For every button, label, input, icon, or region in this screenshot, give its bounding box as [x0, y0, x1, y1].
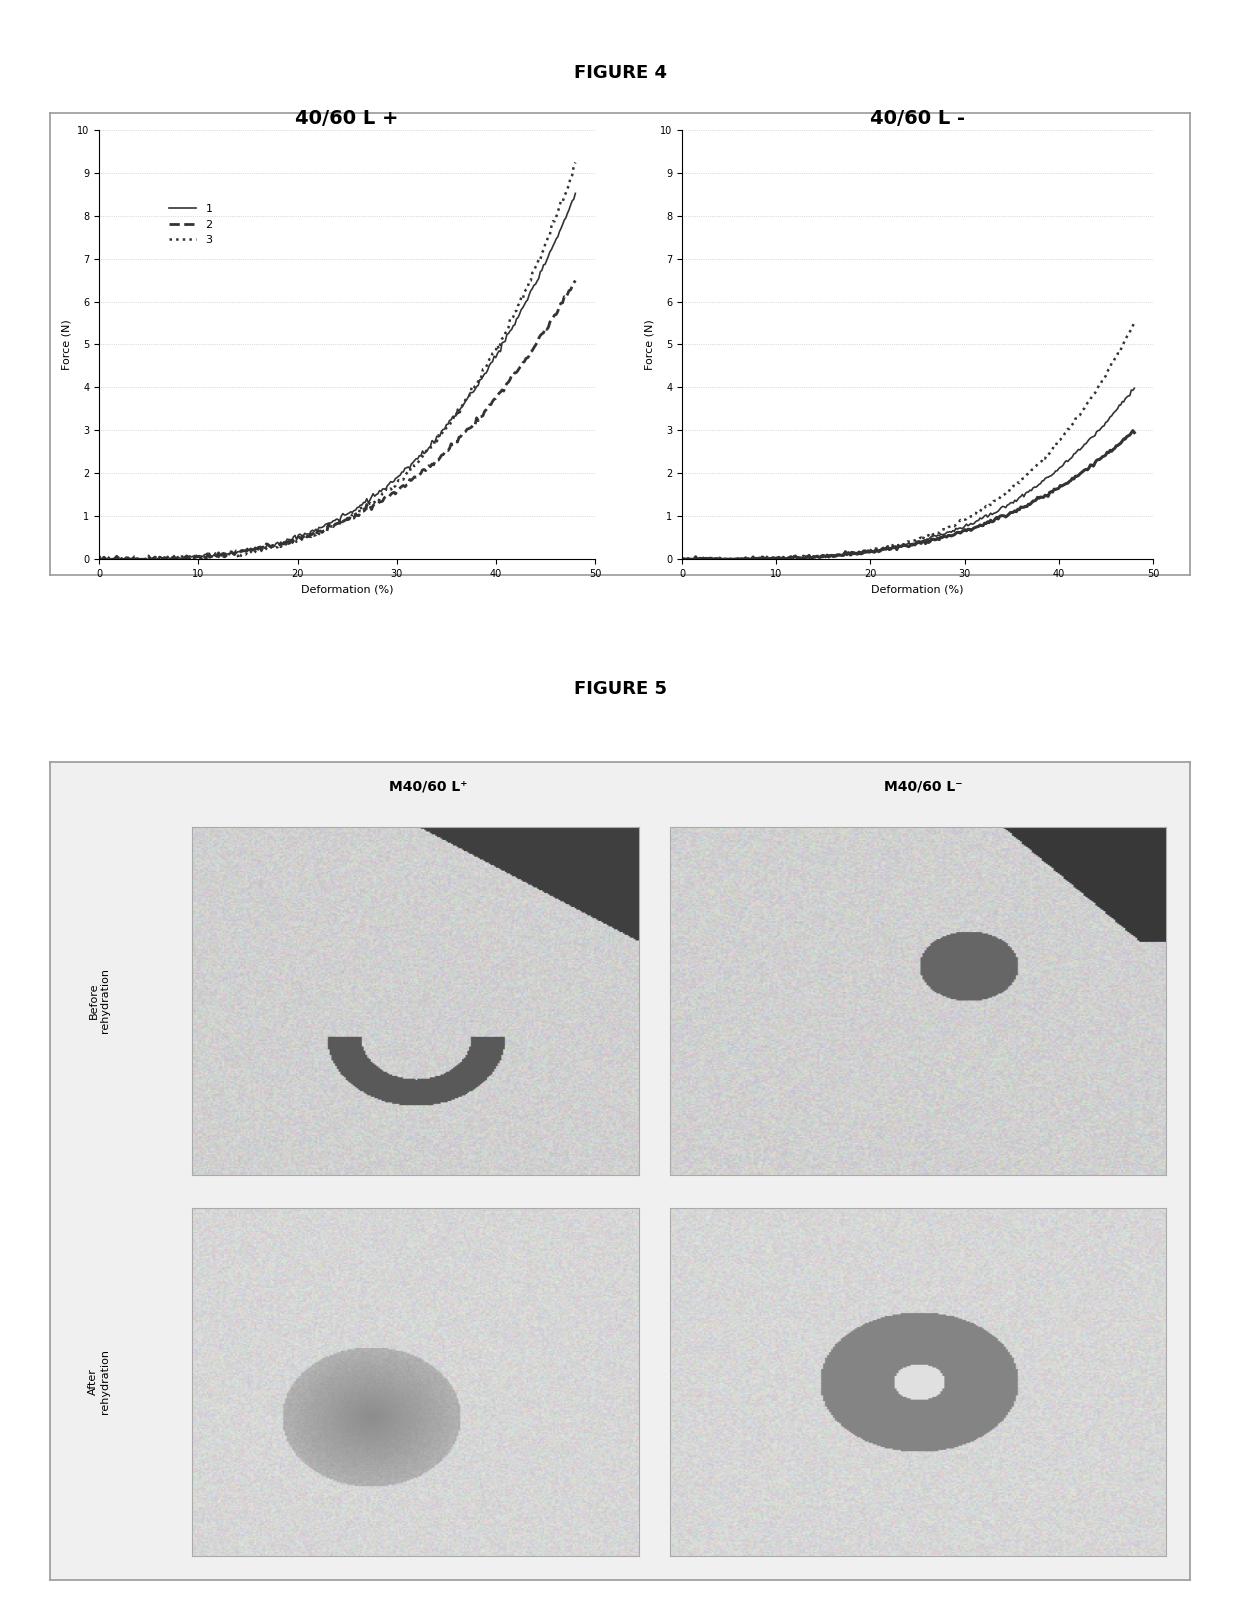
Title: 40/60 L -: 40/60 L - [870, 109, 965, 128]
Y-axis label: Force (N): Force (N) [62, 319, 72, 370]
Text: FIGURE 5: FIGURE 5 [573, 679, 667, 699]
Text: FIGURE 4: FIGURE 4 [573, 63, 667, 83]
Title: 40/60 L +: 40/60 L + [295, 109, 399, 128]
Text: M40/60 L⁻: M40/60 L⁻ [884, 780, 963, 793]
X-axis label: Deformation (%): Deformation (%) [872, 585, 963, 595]
Text: After
rehydration: After rehydration [88, 1349, 110, 1415]
X-axis label: Deformation (%): Deformation (%) [301, 585, 393, 595]
Text: Before
rehydration: Before rehydration [88, 968, 110, 1034]
Legend: 1, 2, 3: 1, 2, 3 [164, 199, 217, 250]
Text: M40/60 L⁺: M40/60 L⁺ [388, 780, 467, 793]
Y-axis label: Force (N): Force (N) [645, 319, 655, 370]
